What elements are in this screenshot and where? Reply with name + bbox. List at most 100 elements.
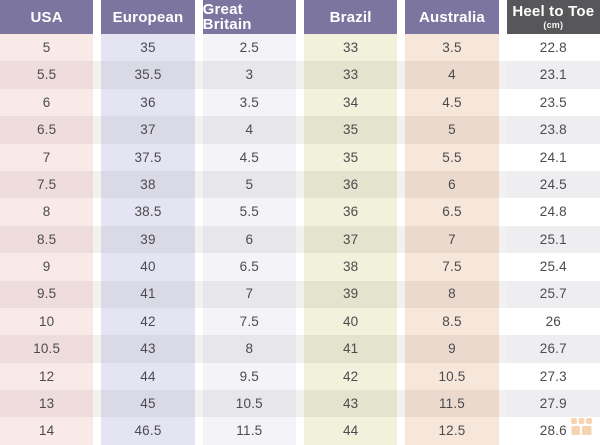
table-cell: 45 <box>101 390 195 418</box>
table-cell: 3.5 <box>202 88 296 117</box>
table-cell: 9 <box>405 335 499 363</box>
table-cell: 8.5 <box>0 225 94 254</box>
table-cell: 7.5 <box>0 170 94 199</box>
table-cell: 37.5 <box>101 143 195 171</box>
table-cell: 6 <box>202 225 296 254</box>
table-cell: 43 <box>101 335 195 363</box>
table-cell: 9.5 <box>202 362 296 391</box>
table-cell: 25.1 <box>506 225 600 254</box>
table-cell: 37 <box>101 116 195 144</box>
table-cell: 14 <box>0 417 94 445</box>
table-cell: 25.7 <box>506 280 600 308</box>
table-row: 9 40 6.5 38 7.5 25.4 <box>0 253 600 281</box>
table-cell: 27.9 <box>506 390 600 418</box>
table-cell: 43 <box>303 390 398 418</box>
table-cell: 41 <box>303 335 398 363</box>
column-header-label: Brazil <box>329 8 372 26</box>
table-cell: 11.5 <box>202 417 296 445</box>
table-cell: 8 <box>405 280 499 308</box>
table-row: 10.5 43 8 41 9 26.7 <box>0 335 600 363</box>
table-cell: 24.5 <box>506 170 600 199</box>
table-row: 7 37.5 4.5 35 5.5 24.1 <box>0 143 600 171</box>
table-cell: 6.5 <box>0 116 94 144</box>
table-cell: 4.5 <box>202 143 296 171</box>
table-cell: 12 <box>0 362 94 391</box>
table-cell: 5 <box>0 34 94 62</box>
table-cell: 4.5 <box>405 88 499 117</box>
table-cell: 5.5 <box>0 61 94 89</box>
column-header-usa: USA <box>0 0 94 34</box>
table-row: 13 45 10.5 43 11.5 27.9 <box>0 390 600 418</box>
table-cell: 5 <box>202 170 296 199</box>
table-cell: 35.5 <box>101 61 195 89</box>
column-header-brazil: Brazil <box>303 0 398 34</box>
column-header-label: Great Britain <box>202 1 252 33</box>
column-header-european: European <box>101 0 195 34</box>
table-cell: 7 <box>0 143 94 171</box>
table-row: 5.5 35.5 3 33 4 23.1 <box>0 61 600 89</box>
table-row: 14 46.5 11.5 44 12.5 28.6 <box>0 417 600 445</box>
table-cell: 44 <box>101 362 195 391</box>
table-cell: 6.5 <box>202 253 296 281</box>
table-row: 12 44 9.5 42 10.5 27.3 <box>0 362 600 391</box>
table-cell: 5.5 <box>202 198 296 226</box>
table-cell: 26.7 <box>506 335 600 363</box>
table-cell: 10.5 <box>405 362 499 391</box>
table-cell: 26 <box>506 307 600 336</box>
table-cell: 38 <box>101 170 195 199</box>
column-header-unit: (cm) <box>543 20 564 30</box>
table-cell: 13 <box>0 390 94 418</box>
table-cell: 40 <box>101 253 195 281</box>
table-cell: 7 <box>202 280 296 308</box>
table-cell: 36 <box>303 198 398 226</box>
table-row: 8 38.5 5.5 36 6.5 24.8 <box>0 198 600 226</box>
table-cell: 6 <box>405 170 499 199</box>
column-header-label: Heel to Toe <box>512 3 595 20</box>
table-row: 5 35 2.5 33 3.5 22.8 <box>0 34 600 62</box>
table-cell: 3.5 <box>405 34 499 62</box>
table-cell: 6.5 <box>405 198 499 226</box>
table-cell: 42 <box>303 362 398 391</box>
table-cell: 3 <box>202 61 296 89</box>
table-cell: 36 <box>303 170 398 199</box>
storefront-icon <box>570 417 593 441</box>
table-cell: 5 <box>405 116 499 144</box>
table-row: 8.5 39 6 37 7 25.1 <box>0 225 600 254</box>
table-cell: 10.5 <box>0 335 94 363</box>
column-header-heel-to-toe: Heel to Toe (cm) <box>506 0 600 34</box>
column-header-australia: Australia <box>405 0 499 34</box>
table-cell: 44 <box>303 417 398 445</box>
table-cell: 38 <box>303 253 398 281</box>
table-cell: 34 <box>303 88 398 117</box>
table-cell: 9 <box>0 253 94 281</box>
table-cell: 35 <box>303 116 398 144</box>
table-cell: 6 <box>0 88 94 117</box>
table-cell: 42 <box>101 307 195 336</box>
table-cell: 22.8 <box>506 34 600 62</box>
table-cell: 24.1 <box>506 143 600 171</box>
table-cell: 11.5 <box>405 390 499 418</box>
table-row: 6 36 3.5 34 4.5 23.5 <box>0 88 600 117</box>
column-header-label: Australia <box>418 8 485 26</box>
header-row: USA European Great Britain Brazil Austra… <box>0 0 600 34</box>
table-cell: 39 <box>303 280 398 308</box>
table-cell: 4 <box>202 116 296 144</box>
table-cell: 25.4 <box>506 253 600 281</box>
column-header-great-britain: Great Britain <box>202 0 296 34</box>
table-cell: 8 <box>202 335 296 363</box>
table-cell: 35 <box>303 143 398 171</box>
table-cell: 35 <box>101 34 195 62</box>
table-cell: 10.5 <box>202 390 296 418</box>
table-row: 9.5 41 7 39 8 25.7 <box>0 280 600 308</box>
column-header-label: USA <box>30 8 63 26</box>
table-body: 5 35 2.5 33 3.5 22.8 5.5 35.5 3 33 4 23.1 6 36 3.5 34 4.… <box>0 34 600 445</box>
table-cell: 41 <box>101 280 195 308</box>
column-header-label: European <box>112 8 184 26</box>
table-cell: 27.3 <box>506 362 600 391</box>
table-cell: 38.5 <box>101 198 195 226</box>
table-cell: 8 <box>0 198 94 226</box>
table-cell: 36 <box>101 88 195 117</box>
table-cell: 23.5 <box>506 88 600 117</box>
table-cell: 9.5 <box>0 280 94 308</box>
